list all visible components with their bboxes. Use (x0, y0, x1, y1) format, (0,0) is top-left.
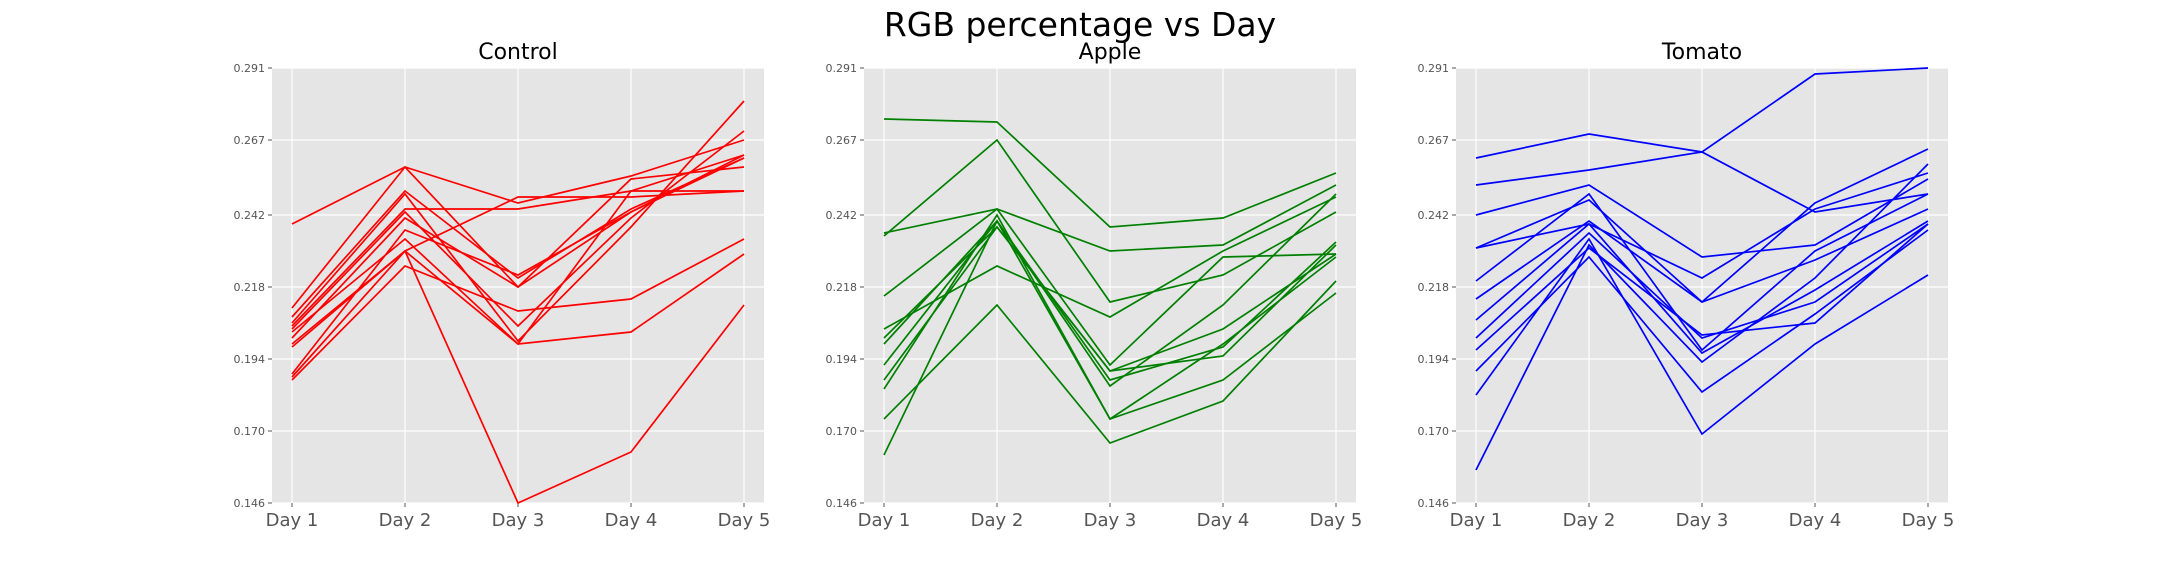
x-tick-label: Day 2 (971, 510, 1024, 531)
x-tick-label: Day 4 (605, 510, 658, 531)
series-line (1475, 223, 1929, 339)
series-line (1475, 133, 1929, 213)
x-tick-label: Day 3 (492, 510, 545, 531)
y-tick-label: 0.267 (1418, 134, 1450, 147)
series-line (291, 238, 745, 381)
series-line (883, 225, 1337, 381)
y-tick-label: 0.218 (234, 281, 266, 294)
series-line (291, 249, 745, 378)
panel-title: Tomato (1661, 40, 1742, 65)
series-line (883, 196, 1337, 330)
series-line (883, 118, 1337, 228)
y-tick-label: 0.170 (826, 425, 858, 438)
chart-panel-apple: 0.146 0.170 0.194 0.218 0.242 0.267 0.291 Day 1… (826, 40, 1363, 531)
figure-title: RGB percentage vs Day (884, 5, 1276, 44)
series-line (883, 219, 1337, 456)
y-tick-label: 0.218 (1418, 281, 1450, 294)
x-tick-label: Day 5 (1310, 510, 1363, 531)
y-tick-label: 0.146 (234, 497, 266, 510)
series-line (291, 139, 745, 225)
series-line (1475, 220, 1929, 355)
series-line (291, 130, 745, 330)
series-line (883, 207, 1337, 367)
series-line (883, 184, 1337, 252)
y-tick-label: 0.170 (234, 425, 266, 438)
series-line (883, 280, 1337, 445)
series-line (883, 219, 1337, 381)
y-tick-label: 0.291 (826, 62, 858, 75)
x-tick-label: Day 4 (1789, 510, 1842, 531)
y-tick-label: 0.146 (826, 497, 858, 510)
series-line (1475, 192, 1929, 352)
series-line (1475, 237, 1929, 436)
y-tick-label: 0.242 (826, 209, 858, 222)
panel-title: Control (478, 40, 558, 65)
series-line (1475, 229, 1929, 394)
series-line (883, 138, 1337, 303)
series-line (291, 166, 745, 339)
x-tick-label: Day 1 (1450, 510, 1503, 531)
y-tick-label: 0.291 (1418, 62, 1450, 75)
series-line (883, 193, 1337, 388)
series-line (1475, 223, 1929, 351)
x-tick-label: Day 5 (1902, 510, 1955, 531)
y-tick-label: 0.291 (234, 62, 266, 75)
y-tick-label: 0.194 (826, 353, 858, 366)
y-tick-label: 0.218 (826, 281, 858, 294)
x-tick-label: Day 3 (1676, 510, 1729, 531)
series-line (291, 154, 745, 327)
y-tick-label: 0.170 (1418, 425, 1450, 438)
x-tick-label: Day 1 (858, 510, 911, 531)
chart-panel-tomato: 0.146 0.170 0.194 0.218 0.242 0.267 0.291 Day 1… (1418, 40, 1955, 531)
panel-title: Apple (1079, 40, 1142, 65)
y-tick-label: 0.194 (234, 353, 266, 366)
y-tick-label: 0.146 (1418, 497, 1450, 510)
chart-panel-control: 0.146 0.170 0.194 0.218 0.242 0.267 0.291 Day 1… (234, 40, 771, 531)
y-tick-label: 0.242 (1418, 209, 1450, 222)
series-line (291, 157, 745, 375)
x-tick-label: Day 1 (266, 510, 319, 531)
series-line (1475, 163, 1929, 471)
series-line (291, 100, 745, 343)
x-tick-label: Day 5 (718, 510, 771, 531)
series-line (1475, 208, 1929, 303)
y-tick-label: 0.242 (234, 209, 266, 222)
series-line (1475, 178, 1929, 258)
x-tick-label: Day 4 (1197, 510, 1250, 531)
x-tick-label: Day 2 (379, 510, 432, 531)
y-tick-label: 0.194 (1418, 353, 1450, 366)
y-tick-label: 0.267 (234, 134, 266, 147)
series-line (291, 249, 745, 505)
series-line (1475, 172, 1929, 279)
series-line (291, 157, 745, 318)
y-tick-label: 0.267 (826, 134, 858, 147)
x-tick-label: Day 2 (1563, 510, 1616, 531)
x-tick-label: Day 3 (1084, 510, 1137, 531)
